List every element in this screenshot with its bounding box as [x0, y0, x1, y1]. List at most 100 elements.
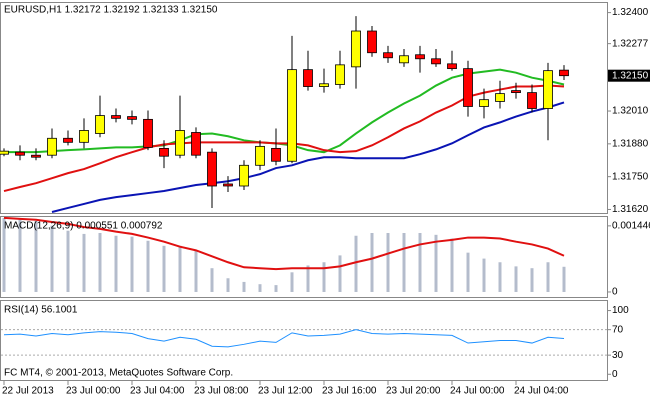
macd-pane: [0, 216, 608, 298]
candle-body: [0, 150, 9, 155]
x-tick-label: 23 Jul 16:00: [322, 386, 377, 397]
candle-body: [383, 52, 393, 59]
x-tick-label: 23 Jul 20:00: [386, 386, 441, 397]
macd-bar: [514, 266, 518, 292]
macd-bar: [242, 281, 246, 292]
candle-body: [463, 68, 473, 107]
macd-bar: [338, 255, 342, 292]
macd-bar: [386, 233, 390, 292]
candle-body: [223, 183, 233, 187]
macd-bar: [498, 262, 502, 292]
macd-bar: [162, 245, 166, 292]
macd-bar: [418, 233, 422, 292]
footer: FC MT4, © 2001-2013, MetaQuotes Software…: [4, 368, 233, 379]
candle-body: [191, 132, 201, 156]
candle-body: [495, 93, 505, 102]
macd-bar: [562, 266, 566, 292]
macd-bar: [82, 233, 86, 292]
macd-bar: [130, 236, 134, 292]
x-tick-label: 24 Jul 04:00: [514, 386, 569, 397]
candle-body: [351, 30, 361, 68]
candle-body: [559, 69, 569, 77]
candle-body: [527, 92, 537, 109]
x-tick-label: 22 Jul 2013: [2, 386, 54, 397]
candle-body: [143, 118, 153, 148]
candle-body: [415, 54, 425, 60]
macd-bar: [402, 233, 406, 292]
candle-body: [255, 145, 265, 166]
macd-bar: [66, 230, 70, 292]
macd-bar: [354, 235, 358, 292]
main-pane: [0, 2, 608, 214]
x-tick-label: 24 Jul 00:00: [450, 386, 505, 397]
y-tick-label: 1.32400: [612, 7, 649, 18]
rsi-line: [3, 329, 565, 348]
candle-body: [479, 99, 489, 107]
candle-body: [431, 58, 441, 65]
y-tick-label: 100: [612, 305, 629, 316]
x-tick-label: 23 Jul 12:00: [258, 386, 313, 397]
macd-bar: [2, 217, 6, 292]
main-layer: 1.31620 1.31750 1.31880 1.32010 1.32277 1.324…: [0, 7, 650, 215]
macd-bar: [466, 252, 470, 292]
candle-body: [271, 147, 281, 162]
rsi-pane: [0, 300, 608, 381]
candle-body: [175, 130, 185, 156]
macd-bar: [114, 235, 118, 292]
candle-body: [447, 63, 457, 70]
macd-bar: [146, 240, 150, 292]
y-tick-label: 1.31620: [612, 204, 649, 215]
candle-body: [79, 130, 89, 143]
macd-bar: [306, 265, 310, 292]
candle-body: [319, 83, 329, 87]
rsi-layer: 0 30 70 100: [1, 305, 629, 380]
moving-average: [51, 101, 565, 213]
macd-bar: [258, 284, 262, 292]
candle-body: [15, 151, 25, 156]
macd-bar: [274, 285, 278, 292]
candle-body: [159, 147, 169, 157]
macd-bar: [450, 238, 454, 292]
candle-body: [399, 55, 409, 64]
candle-body: [335, 64, 345, 85]
y-tick-label: 0: [612, 287, 618, 298]
candle-body: [95, 115, 105, 134]
y-tick-label: 0: [612, 369, 618, 380]
macd-bar: [226, 278, 230, 292]
candle-body: [239, 164, 249, 187]
candle-body: [287, 69, 297, 162]
price-label-bg: [608, 69, 650, 82]
macd-bar: [482, 258, 486, 292]
y-tick-label: 0.001446: [612, 221, 650, 232]
signal-line: [3, 216, 565, 271]
candle-body: [63, 137, 73, 143]
x-tick-label: 23 Jul 04:00: [130, 386, 185, 397]
macd-bar: [34, 221, 38, 292]
macd-bar: [18, 218, 22, 292]
chart-title: EURUSD,H1 1.32172 1.32192 1.32133 1.3215…: [4, 5, 218, 16]
macd-bar: [370, 233, 374, 292]
x-tick-label: 23 Jul 08:00: [194, 386, 249, 397]
macd-bar: [290, 272, 294, 292]
text-layer: EURUSD,H1 1.32172 1.32192 1.32133 1.3215…: [4, 5, 233, 379]
macd-bar: [194, 250, 198, 292]
y-tick-label: 70: [612, 324, 624, 335]
macd-bar: [530, 268, 534, 292]
candle-body: [511, 90, 521, 94]
macd-bar: [322, 262, 326, 292]
candle-body: [303, 69, 313, 87]
candle-body: [127, 116, 137, 120]
macd-bar: [50, 225, 54, 292]
macd-bar: [210, 268, 214, 292]
candle-body: [111, 115, 121, 119]
macd-layer: 0 0.001446: [2, 216, 650, 298]
candle-body: [367, 30, 377, 54]
y-tick-label: 1.32277: [612, 38, 649, 49]
y-tick-label: 1.32010: [612, 106, 649, 117]
candle-body: [543, 70, 553, 109]
macd-bar: [98, 233, 102, 292]
x-tick-label: 23 Jul 00:00: [66, 386, 121, 397]
